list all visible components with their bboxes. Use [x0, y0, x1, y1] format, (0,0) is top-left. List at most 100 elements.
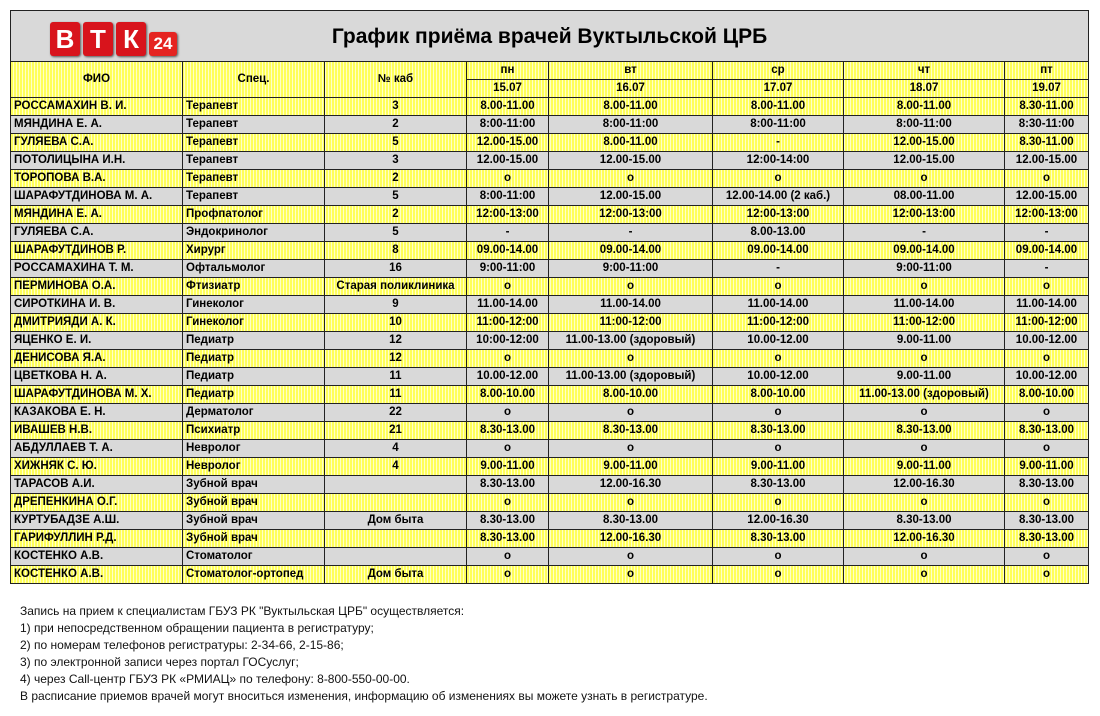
- schedule-cell: 8.30-13.00: [843, 421, 1005, 440]
- doctor-row: ДМИТРИЯДИ А. К. Гинеколог 10 11:00-12:00 11:…: [10, 313, 1089, 332]
- schedule-cell: 8.30-13.00: [548, 511, 713, 530]
- schedule-cell: 8.00-10.00: [548, 385, 713, 404]
- schedule-cell: 11.00-13.00 (здоровый): [548, 331, 713, 350]
- room: [324, 475, 467, 494]
- schedule-cell: о: [712, 169, 844, 188]
- specialty: Невролог: [182, 457, 325, 476]
- day-header: ср: [712, 61, 844, 80]
- specialty: Педиатр: [182, 385, 325, 404]
- schedule-cell: 9.00-11.00: [843, 457, 1005, 476]
- schedule-cell: 12:00-13:00: [466, 205, 549, 224]
- schedule-cell: 8.30-13.00: [1004, 529, 1089, 548]
- schedule-cell: 9:00-11:00: [548, 259, 713, 278]
- schedule-cell: 09.00-14.00: [712, 241, 844, 260]
- schedule-cell: -: [548, 223, 713, 242]
- room: 12: [324, 349, 467, 368]
- day-header: пт: [1004, 61, 1089, 80]
- schedule-cell: 12:00-13:00: [548, 205, 713, 224]
- doctor-name: КУРТУБАДЗЕ А.Ш.: [10, 511, 183, 530]
- room: 2: [324, 169, 467, 188]
- schedule-cell: о: [843, 403, 1005, 422]
- room: 2: [324, 205, 467, 224]
- doctor-row: ДРЕПЕНКИНА О.Г. Зубной врач о о о о о: [10, 493, 1089, 512]
- schedule-cell: 8:00-11:00: [548, 115, 713, 134]
- doctor-name: КОСТЕНКО А.В.: [10, 547, 183, 566]
- doctor-name: ПОТОЛИЦЫНА И.Н.: [10, 151, 183, 170]
- schedule-cell: -: [1004, 259, 1089, 278]
- room: 5: [324, 133, 467, 152]
- logo-letter: В: [50, 22, 80, 56]
- doctor-name: ГУЛЯЕВА С.А.: [10, 223, 183, 242]
- schedule-cell: о: [843, 547, 1005, 566]
- table-body: График приёма врачей Вуктыльской ЦРБ ФИО С…: [10, 10, 1089, 584]
- schedule-cell: о: [1004, 349, 1089, 368]
- schedule-cell: 8.30-13.00: [548, 421, 713, 440]
- schedule-cell: 8.30-13.00: [712, 529, 844, 548]
- day-header: пн: [466, 61, 549, 80]
- day-header: чт: [843, 61, 1005, 80]
- doctor-name: КОСТЕНКО А.В.: [10, 565, 183, 584]
- schedule-cell: 10.00-12.00: [1004, 367, 1089, 386]
- schedule-cell: 12:00-13:00: [1004, 205, 1089, 224]
- day-header: вт: [548, 61, 713, 80]
- room: 22: [324, 403, 467, 422]
- schedule-cell: 11.00-14.00: [548, 295, 713, 314]
- schedule-cell: 8:30-11:00: [1004, 115, 1089, 134]
- schedule-cell: 10.00-12.00: [712, 367, 844, 386]
- doctor-row: ЦВЕТКОВА Н. А. Педиатр 11 10.00-12.00 11.00-…: [10, 367, 1089, 386]
- schedule-cell: о: [466, 169, 549, 188]
- schedule-cell: 12.00-15.00: [466, 133, 549, 152]
- logo-number: 24: [149, 32, 177, 56]
- doctor-row: ЯЦЕНКО Е. И. Педиатр 12 10:00-12:00 11.00-13…: [10, 331, 1089, 350]
- schedule-cell: 8.00-13.00: [712, 223, 844, 242]
- schedule-cell: 9.00-11.00: [548, 457, 713, 476]
- schedule-cell: 12.00-15.00: [466, 151, 549, 170]
- schedule-cell: 11.00-14.00: [1004, 295, 1089, 314]
- doctor-row: ШАРАФУТДИНОВ Р. Хирург 8 09.00-14.00 09.00-1…: [10, 241, 1089, 260]
- specialty: Педиатр: [182, 349, 325, 368]
- schedule-cell: 8.30-13.00: [1004, 511, 1089, 530]
- specialty: Гинеколог: [182, 295, 325, 314]
- room: [324, 529, 467, 548]
- date-header: 15.07: [466, 79, 549, 98]
- schedule-cell: о: [712, 547, 844, 566]
- schedule-cell: о: [548, 169, 713, 188]
- specialty: Невролог: [182, 439, 325, 458]
- specialty: Терапевт: [182, 187, 325, 206]
- doctor-name: ТОРОПОВА В.А.: [10, 169, 183, 188]
- doctor-name: ПЕРМИНОВА О.А.: [10, 277, 183, 296]
- specialty: Стоматолог: [182, 547, 325, 566]
- schedule-cell: 10.00-12.00: [466, 367, 549, 386]
- specialty: Хирург: [182, 241, 325, 260]
- doctor-row: ИВАШЕВ Н.В. Психиатр 21 8.30-13.00 8.30-13.0…: [10, 421, 1089, 440]
- specialty: Профпатолог: [182, 205, 325, 224]
- header-row: ФИО Спец. № каб пн вт ср чт пт: [10, 61, 1089, 98]
- schedule-cell: о: [548, 277, 713, 296]
- doctor-name: ШАРАФУТДИНОВА М. Х.: [10, 385, 183, 404]
- schedule-cell: о: [548, 547, 713, 566]
- schedule-cell: 8.30-13.00: [843, 511, 1005, 530]
- room: Дом быта: [324, 565, 467, 584]
- schedule-cell: 8.30-13.00: [466, 421, 549, 440]
- schedule-cell: 09.00-14.00: [843, 241, 1005, 260]
- schedule-cell: 09.00-14.00: [466, 241, 549, 260]
- schedule-cell: о: [1004, 493, 1089, 512]
- specialty: Терапевт: [182, 115, 325, 134]
- schedule-cell: о: [548, 349, 713, 368]
- doctor-row: ШАРАФУТДИНОВА М. Х. Педиатр 11 8.00-10.00 8.…: [10, 385, 1089, 404]
- specialty: Педиатр: [182, 367, 325, 386]
- date-header: 18.07: [843, 79, 1005, 98]
- schedule-cell: 11:00-12:00: [466, 313, 549, 332]
- schedule-cell: 9:00-11:00: [466, 259, 549, 278]
- schedule-cell: 9.00-11.00: [466, 457, 549, 476]
- doctor-row: ХИЖНЯК С. Ю. Невролог 4 9.00-11.00 9.00-11.0…: [10, 457, 1089, 476]
- schedule-cell: 11:00-12:00: [712, 313, 844, 332]
- schedule-cell: о: [1004, 403, 1089, 422]
- specialty: Фтизиатр: [182, 277, 325, 296]
- schedule-cell: -: [712, 133, 844, 152]
- schedule-cell: 8.00-11.00: [843, 97, 1005, 116]
- schedule-cell: 8:00-11:00: [712, 115, 844, 134]
- schedule-cell: о: [466, 565, 549, 584]
- schedule-cell: о: [712, 493, 844, 512]
- room: 2: [324, 115, 467, 134]
